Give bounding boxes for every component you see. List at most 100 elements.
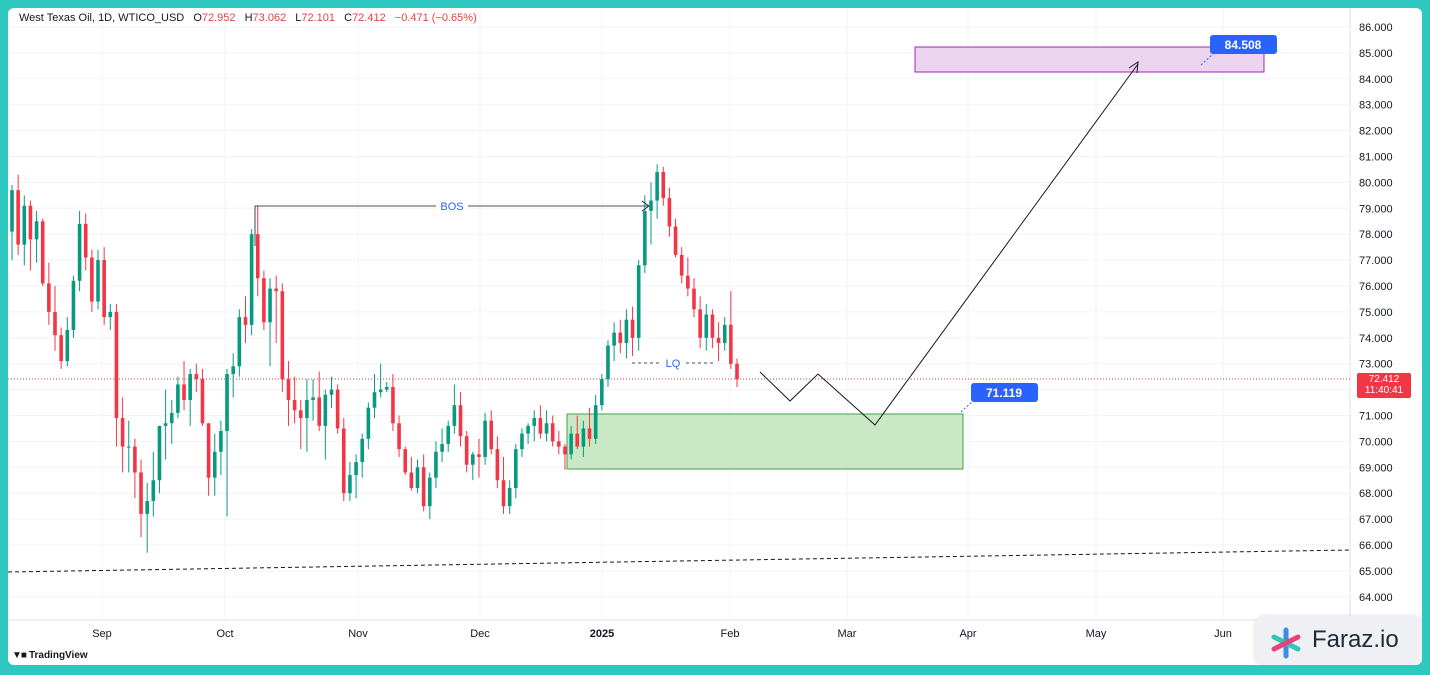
candle[interactable] (692, 278, 696, 318)
candle[interactable] (40, 218, 45, 286)
candle[interactable] (378, 363, 383, 398)
candle[interactable] (139, 459, 143, 538)
candle[interactable] (212, 433, 217, 496)
candle[interactable] (421, 454, 426, 512)
candle[interactable] (587, 407, 592, 447)
candle[interactable] (427, 472, 432, 520)
candle[interactable] (667, 187, 672, 237)
candle[interactable] (114, 304, 119, 447)
candle[interactable] (716, 322, 721, 362)
target-price-label[interactable]: 84.508 (1200, 35, 1277, 66)
candle[interactable] (133, 438, 137, 499)
candle[interactable] (384, 381, 389, 393)
candle[interactable] (544, 410, 549, 442)
bos-annotation[interactable]: BOS (254, 198, 650, 246)
candle[interactable] (557, 431, 561, 455)
candle[interactable] (612, 322, 616, 362)
candle[interactable] (624, 309, 629, 359)
candle[interactable] (329, 376, 334, 408)
candle[interactable] (274, 275, 278, 343)
candle[interactable] (735, 358, 739, 388)
candle[interactable] (600, 374, 604, 411)
candle[interactable] (96, 249, 100, 310)
candle[interactable] (317, 371, 322, 432)
lq-annotation[interactable]: LQ (632, 355, 713, 370)
candle[interactable] (151, 451, 156, 517)
candle[interactable] (157, 425, 162, 494)
candle[interactable] (34, 210, 39, 263)
candle[interactable] (65, 317, 70, 367)
candle[interactable] (182, 361, 186, 411)
time-axis[interactable]: Sep Oct Nov Dec 2025 Feb Mar Apr May Jun (92, 628, 1232, 640)
candle[interactable] (231, 353, 235, 398)
candle[interactable] (200, 368, 205, 426)
candle[interactable] (409, 456, 414, 491)
candle[interactable] (686, 257, 690, 297)
candle[interactable] (206, 423, 211, 496)
candle[interactable] (298, 399, 303, 450)
dashed-trendline[interactable] (8, 549, 1351, 573)
candle[interactable] (673, 218, 678, 258)
candle[interactable] (225, 368, 229, 517)
candle[interactable] (83, 213, 88, 271)
candle[interactable] (458, 392, 463, 447)
candle[interactable] (581, 420, 586, 457)
candle[interactable] (618, 319, 623, 354)
candle[interactable] (729, 291, 733, 369)
candle[interactable] (108, 304, 113, 331)
tradingview-logo[interactable]: ▼■ TradingView (12, 650, 88, 661)
candle[interactable] (606, 340, 610, 388)
candle[interactable] (563, 443, 567, 470)
candle[interactable] (489, 410, 494, 455)
candle[interactable] (464, 431, 469, 473)
candle[interactable] (655, 164, 659, 219)
candle[interactable] (698, 296, 702, 349)
zone-price-label[interactable]: 71.119 (960, 383, 1038, 413)
candle[interactable] (446, 420, 451, 452)
candle[interactable] (268, 278, 272, 367)
candle[interactable] (507, 480, 512, 514)
candle[interactable] (292, 376, 297, 424)
candle[interactable] (71, 275, 76, 338)
candle[interactable] (440, 428, 444, 463)
candle[interactable] (280, 283, 285, 393)
candle[interactable] (194, 363, 199, 393)
candle[interactable] (28, 200, 33, 271)
candle[interactable] (348, 462, 352, 501)
candle[interactable] (188, 368, 192, 426)
candle[interactable] (661, 166, 666, 206)
candle[interactable] (501, 456, 506, 514)
candle[interactable] (643, 195, 647, 274)
candle[interactable] (354, 454, 358, 499)
candle[interactable] (722, 317, 727, 351)
candle[interactable] (102, 247, 106, 325)
candle[interactable] (305, 379, 309, 452)
candle[interactable] (679, 247, 684, 284)
candle[interactable] (90, 249, 94, 312)
candle[interactable] (366, 402, 371, 450)
candle[interactable] (77, 210, 82, 292)
candle[interactable] (538, 405, 543, 439)
candle[interactable] (403, 446, 408, 476)
candle[interactable] (219, 420, 223, 476)
candle[interactable] (255, 205, 260, 297)
candle[interactable] (477, 438, 481, 478)
candle[interactable] (397, 415, 401, 457)
candle[interactable] (16, 174, 20, 255)
demand-zone[interactable] (566, 413, 964, 470)
candle[interactable] (53, 286, 57, 351)
candle[interactable] (569, 425, 573, 460)
chart-canvas[interactable]: BOS LQ 84.508 71.119 86.00085.00084.0008… (8, 8, 1422, 665)
candle[interactable] (335, 384, 340, 434)
candle[interactable] (22, 195, 27, 266)
candle[interactable] (575, 415, 580, 450)
candle[interactable] (434, 441, 438, 489)
candle[interactable] (526, 423, 530, 444)
candle[interactable] (360, 433, 365, 478)
candle[interactable] (649, 182, 653, 245)
candle[interactable] (237, 309, 242, 377)
candle[interactable] (550, 415, 555, 447)
candle[interactable] (704, 304, 709, 351)
target-zone[interactable] (914, 46, 1265, 73)
candle[interactable] (176, 376, 180, 419)
